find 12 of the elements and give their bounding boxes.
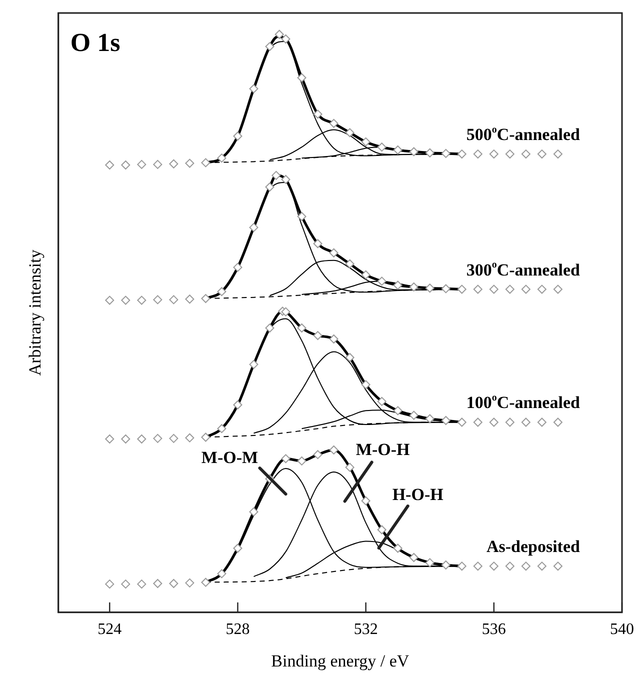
- x-axis-title: Binding energy / eV: [271, 651, 410, 670]
- y-axis-title: Arbitrary intensity: [26, 249, 45, 376]
- x-tick-label: 528: [226, 621, 250, 638]
- annotation: M-O-M: [201, 448, 258, 468]
- series-label: As-deposited: [486, 537, 580, 556]
- x-tick-label: 536: [482, 621, 506, 638]
- annotation: H-O-H: [392, 485, 444, 504]
- chart-title: O 1s: [70, 28, 120, 57]
- x-tick-label: 524: [98, 621, 122, 638]
- x-tick-label: 532: [354, 621, 378, 638]
- annotation: M-O-H: [356, 440, 410, 460]
- x-tick-label: 540: [610, 621, 634, 638]
